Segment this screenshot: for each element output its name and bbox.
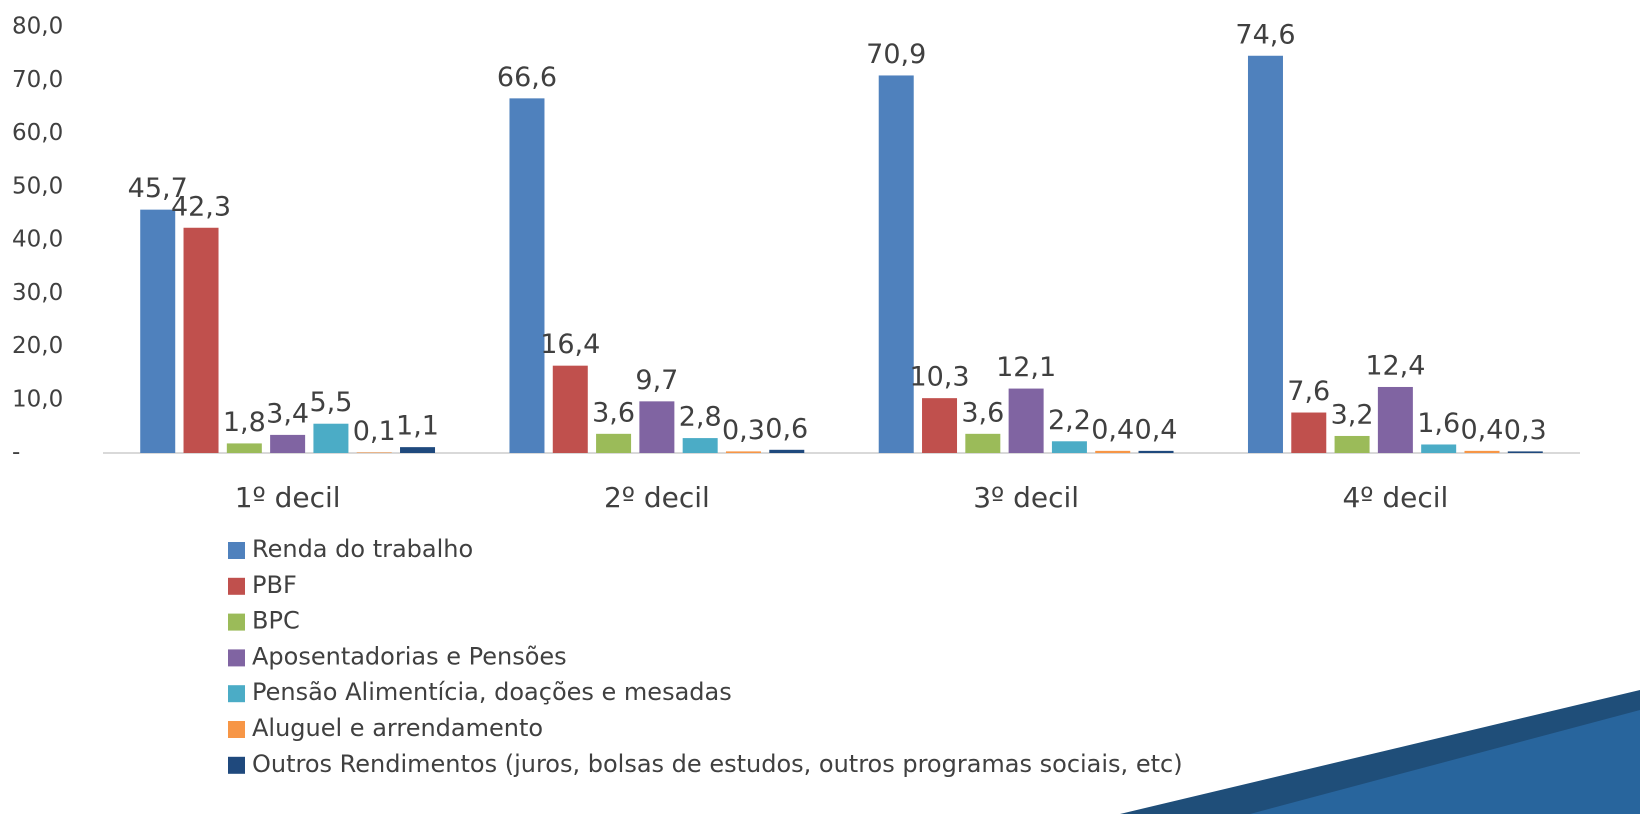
value-label: 0,6 (765, 413, 808, 444)
value-label: 42,3 (171, 191, 231, 222)
bar (725, 451, 761, 453)
value-label: 45,7 (128, 173, 188, 204)
legend-label: BPC (252, 607, 300, 635)
y-tick-label: 50,0 (12, 173, 63, 199)
value-label: 3,4 (266, 398, 309, 429)
legend-label: Renda do trabalho (252, 535, 473, 563)
bar (1095, 450, 1131, 453)
value-label: 66,6 (497, 62, 557, 93)
legend-label: Aluguel e arrendamento (252, 714, 543, 742)
bar (1464, 450, 1500, 453)
value-label: 0,3 (1504, 415, 1547, 446)
bar (1138, 450, 1174, 453)
value-label: 1,1 (396, 411, 439, 442)
y-tick-label: 80,0 (12, 14, 63, 40)
bar (1291, 412, 1327, 453)
value-label: 0,4 (1135, 414, 1178, 445)
legend-swatch (228, 756, 245, 774)
bar (596, 433, 632, 453)
legend-swatch (228, 613, 245, 631)
bar (965, 433, 1001, 453)
value-label: 1,8 (223, 407, 266, 438)
legend-swatch (228, 685, 245, 703)
bar (639, 401, 675, 453)
bar (922, 398, 958, 453)
y-tick-label: 30,0 (12, 280, 63, 306)
bar (682, 438, 718, 453)
legend-swatch (228, 721, 245, 738)
value-label: 74,6 (1235, 19, 1295, 50)
value-label: 9,7 (635, 365, 678, 396)
value-label: 70,9 (866, 39, 926, 70)
y-tick-label: 70,0 (12, 67, 63, 93)
legend-swatch (228, 577, 245, 595)
bar (1051, 441, 1087, 453)
value-label: 1,6 (1417, 408, 1460, 439)
bar (509, 98, 545, 453)
value-label: 0,4 (1091, 414, 1134, 445)
decoration (1250, 710, 1640, 814)
value-label: 12,1 (996, 352, 1056, 383)
value-label: 10,3 (909, 362, 969, 393)
legend-swatch (228, 649, 245, 667)
legend-label: PBF (252, 571, 297, 599)
bar (226, 443, 262, 453)
legend-label: Aposentadorias e Pensões (252, 642, 567, 670)
bar (270, 434, 306, 453)
value-label: 12,4 (1365, 350, 1425, 381)
value-label: 3,6 (961, 397, 1004, 428)
bar (1507, 451, 1543, 453)
bar (356, 452, 392, 453)
bar (400, 447, 436, 453)
value-label: 2,2 (1048, 405, 1091, 436)
x-tick-label: 3º decil (973, 481, 1079, 514)
legend-label: Outros Rendimentos (juros, bolsas de est… (252, 750, 1183, 778)
bar (769, 449, 805, 453)
bar (552, 365, 588, 453)
value-label: 16,4 (540, 329, 600, 360)
bar (313, 423, 349, 453)
y-tick-label: 20,0 (12, 333, 63, 359)
bar (1421, 444, 1457, 453)
value-label: 5,5 (309, 387, 352, 418)
value-label: 0,4 (1460, 414, 1503, 445)
bar (140, 209, 176, 453)
bar (1247, 55, 1283, 453)
y-tick-label: 60,0 (12, 120, 63, 146)
y-tick-label: 10,0 (12, 386, 63, 412)
legend-label: Pensão Alimentícia, doações e mesadas (252, 678, 732, 706)
bar (1008, 388, 1044, 453)
x-tick-label: 1º decil (235, 481, 341, 514)
y-tick-label: 40,0 (12, 227, 63, 253)
y-tick-label: - (12, 440, 20, 466)
bar (1334, 435, 1370, 453)
x-tick-label: 2º decil (604, 481, 710, 514)
value-label: 3,6 (592, 397, 635, 428)
bar (1377, 386, 1413, 453)
value-label: 2,8 (679, 402, 722, 433)
x-tick-label: 4º decil (1342, 481, 1448, 514)
bar (878, 75, 914, 454)
value-label: 0,3 (722, 415, 765, 446)
value-label: 0,1 (353, 416, 396, 447)
value-label: 7,6 (1287, 376, 1330, 407)
legend-swatch (228, 542, 245, 559)
bar (183, 227, 219, 453)
value-label: 3,2 (1331, 399, 1374, 430)
